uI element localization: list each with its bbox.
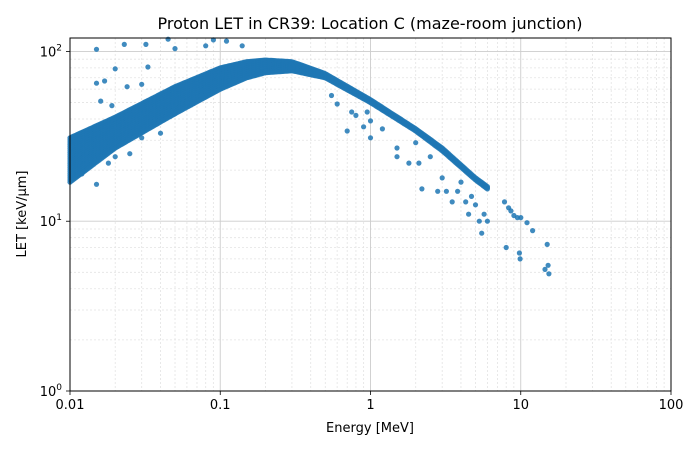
scatter-point bbox=[524, 220, 530, 226]
chart-title: Proton LET in CR39: Location C (maze-roo… bbox=[158, 14, 583, 33]
scatter-point bbox=[435, 188, 441, 194]
scatter-point bbox=[542, 266, 548, 272]
scatter-point bbox=[127, 151, 133, 157]
x-tick-label: 100 bbox=[659, 398, 684, 413]
scatter-point bbox=[439, 175, 445, 181]
scatter-point bbox=[143, 41, 149, 48]
scatter-point bbox=[93, 46, 100, 52]
x-tick-label: 0.1 bbox=[210, 398, 231, 413]
scatter-point bbox=[172, 111, 178, 117]
scatter-point bbox=[394, 154, 400, 160]
scatter-point bbox=[198, 92, 205, 99]
scatter-point bbox=[518, 215, 524, 221]
scatter-point bbox=[545, 262, 551, 268]
scatter-point bbox=[466, 211, 472, 217]
scatter-point bbox=[239, 43, 245, 49]
scatter-point bbox=[172, 46, 178, 52]
scatter-point bbox=[413, 140, 419, 146]
scatter-point bbox=[112, 154, 118, 160]
scatter-point bbox=[79, 171, 85, 177]
scatter-point bbox=[501, 199, 508, 205]
scatter-point bbox=[503, 244, 509, 251]
scatter-point bbox=[364, 109, 370, 115]
scatter-point bbox=[344, 128, 350, 134]
scatter-point bbox=[463, 199, 469, 205]
scatter-point bbox=[165, 36, 171, 42]
scatter-point bbox=[530, 228, 536, 234]
scatter-point bbox=[210, 37, 216, 43]
scatter-point bbox=[109, 103, 115, 109]
scatter-point bbox=[484, 218, 490, 224]
scatter-point bbox=[367, 118, 374, 124]
x-tick-label: 10 bbox=[512, 398, 529, 413]
scatter-point bbox=[419, 186, 425, 192]
scatter-point bbox=[112, 66, 118, 72]
scatter-point bbox=[367, 135, 374, 141]
scatter-point bbox=[139, 81, 145, 87]
scatter-point bbox=[544, 241, 550, 247]
scatter-point bbox=[379, 126, 385, 132]
x-axis-ticks: 0.01 0.1 1 10 100 bbox=[56, 391, 684, 413]
x-tick-label: 1 bbox=[366, 398, 374, 413]
scatter-point bbox=[157, 130, 164, 136]
scatter-point bbox=[406, 160, 412, 166]
scatter-point bbox=[472, 202, 479, 208]
scatter-point bbox=[394, 145, 400, 151]
scatter-point bbox=[517, 256, 523, 262]
scatter-point bbox=[145, 64, 151, 70]
x-axis-label: Energy [MeV] bbox=[326, 421, 414, 436]
scatter-point bbox=[334, 101, 340, 107]
scatter-point bbox=[481, 211, 487, 217]
scatter-point bbox=[93, 181, 100, 187]
data-band-layer bbox=[67, 57, 490, 192]
scatter-point bbox=[102, 78, 108, 84]
scatter-point bbox=[124, 84, 130, 90]
scatter-point bbox=[449, 199, 455, 205]
scatter-point bbox=[139, 135, 145, 141]
scatter-point bbox=[476, 218, 482, 224]
scatter-point bbox=[361, 124, 367, 130]
scatter-point bbox=[98, 98, 104, 104]
scatter-point bbox=[546, 271, 552, 277]
band-point bbox=[484, 186, 490, 192]
plot-area bbox=[67, 36, 672, 392]
scatter-point bbox=[479, 230, 485, 236]
scatter-point bbox=[184, 100, 190, 106]
scatter-point bbox=[458, 179, 464, 185]
scatter-point bbox=[455, 188, 461, 194]
scatter-point bbox=[468, 193, 475, 199]
y-axis-label: LET [keV/µm] bbox=[15, 171, 30, 258]
scatter-point bbox=[121, 41, 127, 48]
scatter-point bbox=[416, 160, 422, 166]
x-tick-label: 0.01 bbox=[56, 398, 85, 413]
scatter-point bbox=[223, 38, 230, 44]
scatter-point bbox=[353, 112, 359, 118]
scatter-point bbox=[427, 154, 433, 160]
scatter-point bbox=[516, 250, 523, 256]
scatter-point bbox=[105, 160, 111, 166]
scatter-point bbox=[508, 208, 514, 214]
scatter-point bbox=[349, 109, 355, 115]
scatter-point bbox=[203, 43, 209, 49]
scatter-point bbox=[93, 80, 100, 86]
scatter-point bbox=[443, 188, 449, 194]
scatter-point bbox=[328, 92, 335, 99]
